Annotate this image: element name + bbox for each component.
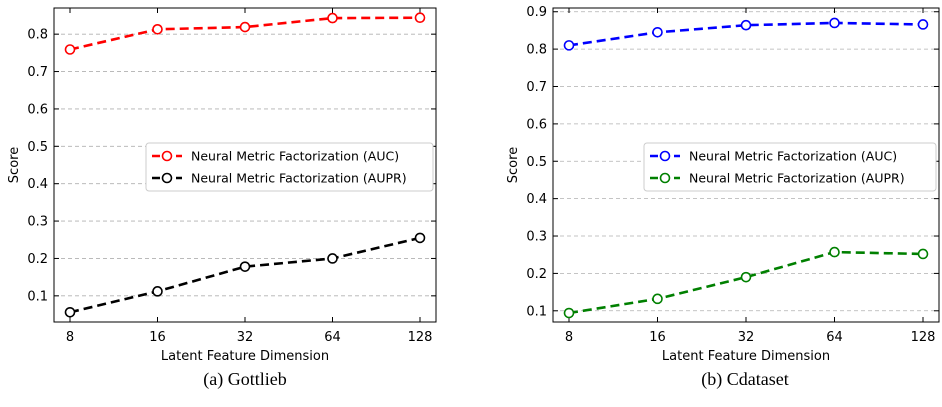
x-tick-label: 16 [149, 330, 166, 345]
data-point [152, 24, 163, 35]
x-axis-label: Latent Feature Dimension [662, 349, 830, 364]
y-tick-label: 0.6 [526, 117, 547, 132]
y-tick-label: 0.1 [27, 289, 48, 304]
data-point [239, 21, 251, 33]
y-tick-label: 0.7 [526, 80, 547, 95]
data-point [652, 293, 663, 305]
legend-marker [161, 150, 173, 162]
x-tick-label: 32 [237, 330, 254, 345]
y-axis-label: Score [7, 147, 22, 183]
series-line [69, 16, 421, 51]
legend-box [145, 142, 434, 192]
y-tick-label: 0.1 [526, 304, 547, 319]
x-tick-label: 32 [738, 330, 755, 345]
legend: Neural Metric Factorization (AUC) Neural … [643, 142, 937, 192]
plot-frame [53, 7, 437, 323]
chart-a: 0.1 0.2 0.3 0.4 0.5 0.6 0.7 0.8 8 16 32 64 128 Latent… [7, 7, 437, 390]
data-point [414, 12, 426, 24]
data-point [829, 246, 840, 258]
y-tick-label: 0.2 [27, 252, 48, 267]
y-tick-label: 0.2 [526, 267, 547, 282]
series-line [568, 21, 924, 47]
chart-b: 0.1 0.2 0.3 0.4 0.5 0.6 0.7 0.8 0.9 8 16 32 64 128 Lat… [506, 5, 940, 390]
plot-frame [552, 7, 940, 323]
data-point [563, 307, 575, 319]
y-tick-label: 0.8 [526, 43, 547, 58]
y-tick-label: 0.8 [27, 28, 48, 43]
x-tick-label: 64 [826, 330, 843, 345]
y-tick-label: 0.9 [526, 5, 547, 20]
y-axis-label: Score [506, 147, 521, 183]
data-point [64, 44, 76, 55]
x-tick-label: 8 [66, 330, 74, 345]
legend-label: Neural Metric Factorization (AUC) [689, 149, 897, 164]
y-tick-label: 0.4 [27, 177, 48, 192]
y-tick-label: 0.7 [27, 65, 48, 80]
series-line [568, 250, 924, 315]
figure-caption: (b) Cdataset [701, 369, 788, 390]
legend-marker [659, 172, 671, 184]
x-axis-label: Latent Feature Dimension [161, 349, 329, 364]
x-tick-label: 128 [911, 330, 936, 345]
data-point [414, 232, 426, 244]
data-point [917, 248, 929, 260]
y-tick-label: 0.4 [526, 192, 547, 207]
data-point [64, 306, 76, 318]
data-point [152, 286, 163, 297]
data-point [239, 261, 251, 272]
data-point [740, 271, 752, 283]
legend-box [643, 142, 937, 192]
x-tick-label: 16 [649, 330, 666, 345]
legend: Neural Metric Factorization (AUC) Neural … [145, 142, 434, 192]
y-tick-label: 0.6 [27, 102, 48, 117]
legend-label: Neural Metric Factorization (AUPR) [689, 171, 905, 186]
y-tick-label: 0.3 [526, 230, 547, 245]
y-tick-label: 0.5 [526, 155, 547, 170]
data-point [917, 19, 929, 30]
data-point [829, 17, 840, 29]
data-point [327, 253, 338, 264]
x-tick-label: 128 [408, 330, 433, 345]
x-tick-label: 8 [565, 330, 573, 345]
legend-label: Neural Metric Factorization (AUC) [191, 149, 399, 164]
series-line [69, 236, 421, 314]
x-tick-label: 64 [324, 330, 341, 345]
figure-caption: (a) Gottlieb [203, 369, 286, 390]
data-point [563, 40, 575, 51]
legend-marker [161, 172, 173, 184]
legend-marker [659, 150, 671, 162]
data-point [740, 19, 752, 31]
legend-label: Neural Metric Factorization (AUPR) [191, 171, 407, 186]
data-point [652, 26, 663, 38]
y-tick-label: 0.5 [27, 140, 48, 155]
y-tick-label: 0.3 [27, 215, 48, 230]
data-point [327, 12, 338, 24]
